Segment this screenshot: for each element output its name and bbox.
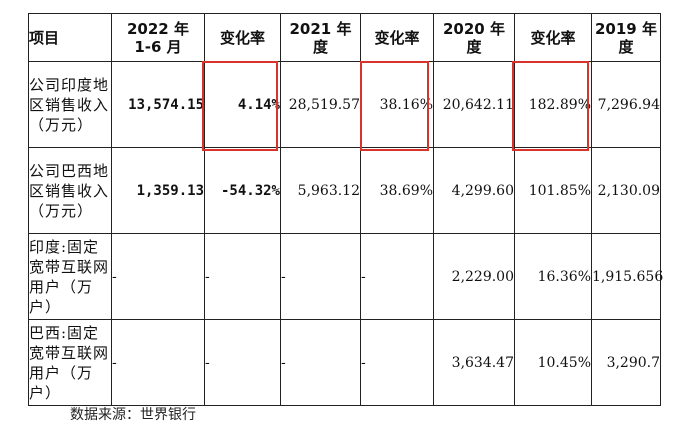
table-cell: - <box>360 233 434 320</box>
table-cell: 16.36% <box>514 233 592 320</box>
table-cell: 2,229.00 <box>433 233 515 320</box>
table-cell: - <box>111 319 205 406</box>
table-cell: -54.32% <box>204 147 281 234</box>
source-note: 数据来源：世界银行 <box>70 407 196 423</box>
header-change-2022: 变化率 <box>204 13 281 62</box>
table-cell-highlighted: 4.14% <box>202 61 281 151</box>
table-cell: 1,359.13 <box>111 147 205 234</box>
table-cell: 10.45% <box>514 319 592 406</box>
table-cell: - <box>204 319 281 406</box>
table-row: 公司巴西地区销售收入（万元） 1,359.13 -54.32% 5,963.12… <box>28 147 661 234</box>
table-cell: 5,963.12 <box>280 147 361 234</box>
table-cell: 2,130.09 <box>591 147 661 234</box>
cell-value: 4.14% <box>237 96 280 113</box>
table-row: 印度:固定宽带互联网用户（万户） - - - - 2,229.00 16.36%… <box>28 233 663 320</box>
table-cell: - <box>204 233 281 320</box>
table-cell-highlighted: 38.16% <box>360 61 434 151</box>
table-cell: - <box>360 319 434 406</box>
row-label: 公司巴西地区销售收入（万元） <box>28 147 112 234</box>
table-cell: 28,519.57 <box>280 61 361 148</box>
header-2021: 2021 年 度 <box>280 13 361 62</box>
table-cell-highlighted: 182.89% <box>512 61 592 151</box>
table-cell: 4,299.60 <box>433 147 515 234</box>
row-label: 公司印度地区销售收入（万元） <box>28 61 112 148</box>
header-change-2020: 变化率 <box>514 13 592 62</box>
header-row: 项目 2022 年 1-6 月 变化率 2021 年 度 变化率 2020 年 … <box>28 13 661 62</box>
row-label: 巴西:固定宽带互联网用户（万户） <box>28 319 112 406</box>
table-cell: 13,574.15 <box>111 61 205 148</box>
table-cell: 3,634.47 <box>433 319 515 406</box>
table-row: 公司印度地区销售收入（万元） 13,574.15 4.14% 28,519.57… <box>28 61 661 151</box>
cell-value: 38.16% <box>379 96 433 113</box>
header-change-2021: 变化率 <box>360 13 434 62</box>
header-2019: 2019 年 度 <box>591 13 661 62</box>
cell-value: 182.89% <box>528 96 591 113</box>
data-table: 项目 2022 年 1-6 月 变化率 2021 年 度 变化率 2020 年 … <box>28 13 663 406</box>
table-cell: 1,915.656 <box>591 233 663 320</box>
header-2022h1: 2022 年 1-6 月 <box>111 13 205 62</box>
table-cell: - <box>280 319 361 406</box>
table-cell: 38.69% <box>360 147 434 234</box>
table-cell: 101.85% <box>514 147 592 234</box>
table-cell: 20,642.11 <box>433 61 515 148</box>
table-cell: 3,290.7 <box>591 319 661 406</box>
table-cell: - <box>111 233 205 320</box>
header-2020: 2020 年 度 <box>433 13 515 62</box>
header-item: 项目 <box>28 13 112 62</box>
table-row: 巴西:固定宽带互联网用户（万户） - - - - 3,634.47 10.45%… <box>28 319 661 406</box>
table-cell: - <box>280 233 361 320</box>
table-cell: 7,296.94 <box>591 61 661 148</box>
row-label: 印度:固定宽带互联网用户（万户） <box>28 233 112 320</box>
